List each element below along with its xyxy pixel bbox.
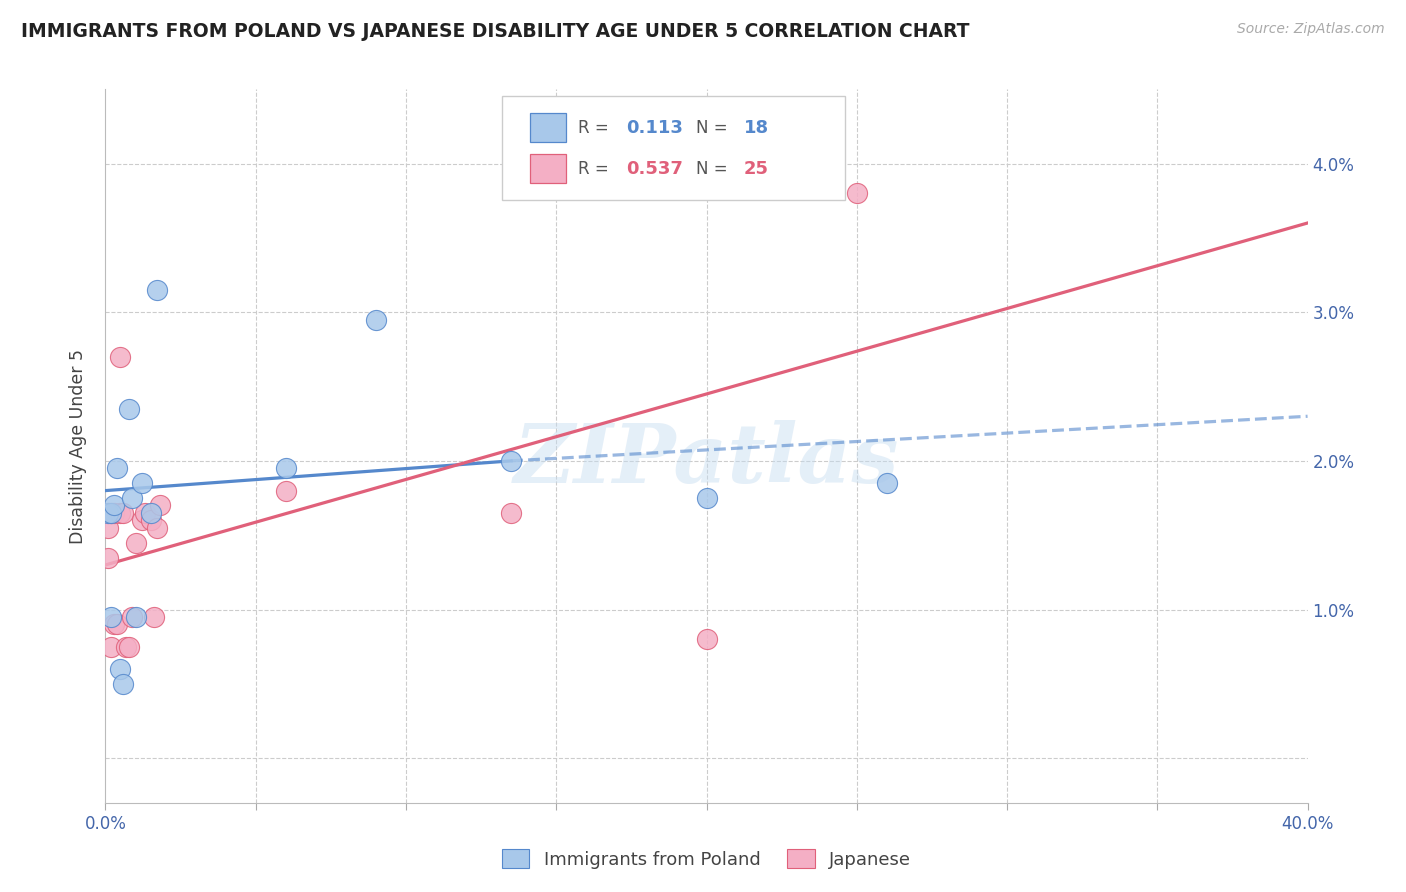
- Point: [139, 513, 162, 527]
- Point: [110, 350, 132, 364]
- Text: R =: R =: [578, 160, 614, 178]
- Text: R =: R =: [578, 119, 614, 136]
- Text: Source: ZipAtlas.com: Source: ZipAtlas.com: [1237, 22, 1385, 37]
- Point: [118, 640, 141, 654]
- Point: [274, 461, 297, 475]
- Point: [501, 454, 523, 468]
- Point: [845, 186, 868, 201]
- Point: [118, 401, 141, 416]
- Text: ZIPatlas: ZIPatlas: [513, 420, 900, 500]
- Point: [696, 491, 718, 505]
- Point: [100, 506, 122, 520]
- Point: [131, 476, 153, 491]
- Point: [131, 513, 153, 527]
- Legend: Immigrants from Poland, Japanese: Immigrants from Poland, Japanese: [495, 842, 918, 876]
- Point: [103, 617, 125, 632]
- Point: [124, 535, 146, 549]
- Text: 18: 18: [744, 119, 769, 136]
- Point: [121, 610, 143, 624]
- Text: N =: N =: [696, 119, 733, 136]
- Point: [97, 521, 120, 535]
- Point: [876, 476, 898, 491]
- Point: [103, 506, 125, 520]
- Text: 0.537: 0.537: [626, 160, 683, 178]
- Point: [145, 521, 167, 535]
- Point: [97, 506, 120, 520]
- Text: N =: N =: [696, 160, 733, 178]
- FancyBboxPatch shape: [530, 113, 565, 142]
- Point: [364, 312, 387, 326]
- Point: [139, 506, 162, 520]
- Point: [274, 483, 297, 498]
- Point: [145, 283, 167, 297]
- FancyBboxPatch shape: [502, 96, 845, 200]
- Point: [112, 677, 135, 691]
- Point: [97, 506, 120, 520]
- Y-axis label: Disability Age Under 5: Disability Age Under 5: [69, 349, 87, 543]
- Point: [124, 610, 146, 624]
- Text: 0.113: 0.113: [626, 119, 683, 136]
- Point: [103, 499, 125, 513]
- Point: [107, 617, 129, 632]
- Point: [501, 506, 523, 520]
- Point: [110, 662, 132, 676]
- Point: [148, 499, 170, 513]
- Point: [115, 640, 138, 654]
- Point: [97, 550, 120, 565]
- Point: [121, 491, 143, 505]
- Point: [142, 610, 165, 624]
- Point: [100, 506, 122, 520]
- Point: [112, 506, 135, 520]
- FancyBboxPatch shape: [530, 154, 565, 183]
- Point: [107, 461, 129, 475]
- Text: IMMIGRANTS FROM POLAND VS JAPANESE DISABILITY AGE UNDER 5 CORRELATION CHART: IMMIGRANTS FROM POLAND VS JAPANESE DISAB…: [21, 22, 970, 41]
- Point: [110, 506, 132, 520]
- Point: [134, 506, 156, 520]
- Point: [696, 632, 718, 647]
- Text: 25: 25: [744, 160, 769, 178]
- Point: [100, 640, 122, 654]
- Point: [100, 610, 122, 624]
